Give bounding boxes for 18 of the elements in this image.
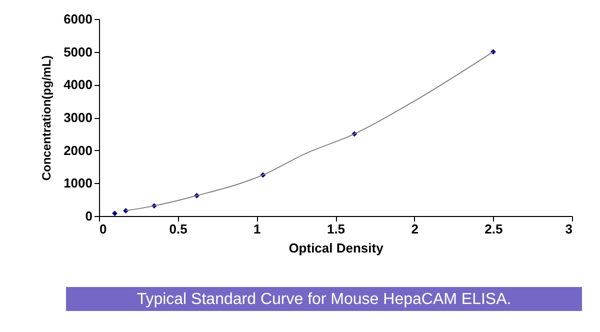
x-tick-label: 2.5 xyxy=(484,222,503,236)
text: Typical Standard Curve for Mouse HepaCAM ELISA. xyxy=(136,291,512,308)
y-tick-label: 5000 xyxy=(64,44,92,60)
x-tick-label: 3 xyxy=(565,222,572,236)
x-tick-label: 2 xyxy=(411,222,418,236)
y-tick-label: 0 xyxy=(85,208,92,224)
y-tick-label: 2000 xyxy=(64,142,92,158)
y-tick-label: 6000 xyxy=(64,12,92,26)
y-axis-title: Concentration(pg/mL) xyxy=(40,55,54,181)
y-tick-label: 4000 xyxy=(64,77,92,92)
x-axis-title: Optical Density xyxy=(288,240,384,256)
y-tick-label: 3000 xyxy=(64,110,92,125)
x-tick-label: 0.5 xyxy=(169,222,188,236)
y-tick-label: 1000 xyxy=(64,176,92,191)
point xyxy=(112,210,118,216)
x-tick-label: 0 xyxy=(100,222,107,236)
x-tick-label: 1 xyxy=(254,222,261,236)
x-tick-label: 1.5 xyxy=(326,222,346,236)
